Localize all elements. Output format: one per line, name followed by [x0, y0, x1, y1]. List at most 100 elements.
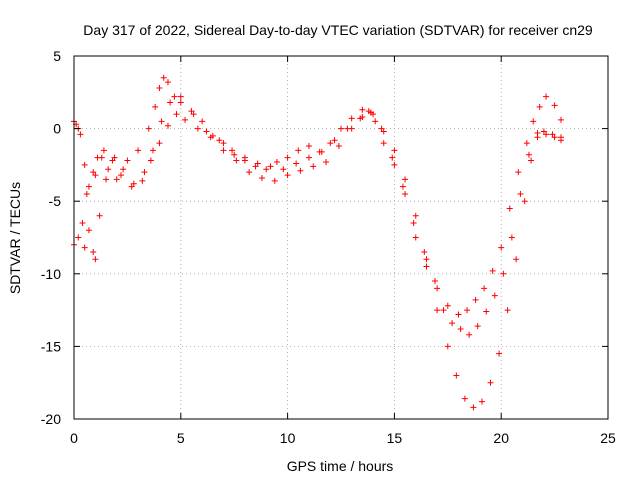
data-point	[79, 219, 86, 226]
data-point	[378, 125, 385, 132]
data-point	[457, 325, 464, 332]
data-point	[90, 169, 97, 176]
data-point	[372, 118, 379, 125]
data-point	[504, 307, 511, 314]
data-point	[523, 140, 530, 147]
data-point	[474, 323, 481, 330]
data-point	[481, 285, 488, 292]
y-tick-label: 0	[53, 121, 61, 137]
data-point	[305, 143, 312, 150]
data-point	[389, 154, 396, 161]
data-point	[367, 109, 374, 116]
data-point	[113, 176, 120, 183]
data-point	[496, 350, 503, 357]
data-point	[327, 140, 334, 147]
data-point	[220, 147, 227, 154]
data-point	[543, 131, 550, 138]
data-point	[199, 118, 206, 125]
data-point	[412, 234, 419, 241]
data-point	[513, 256, 520, 263]
data-point	[130, 180, 137, 187]
data-point	[498, 244, 505, 251]
data-point	[81, 161, 88, 168]
data-point	[203, 128, 210, 135]
data-point	[391, 147, 398, 154]
data-point	[233, 157, 240, 164]
data-point	[515, 169, 522, 176]
data-point	[92, 256, 99, 263]
data-point	[111, 154, 118, 161]
data-point	[254, 160, 261, 167]
data-point	[90, 249, 97, 256]
data-point	[402, 190, 409, 197]
data-point	[190, 111, 197, 118]
y-tick-label: -10	[41, 266, 61, 282]
data-point	[558, 137, 565, 144]
data-point	[81, 244, 88, 251]
x-tick-label: 5	[177, 430, 185, 446]
data-point	[412, 212, 419, 219]
data-point	[344, 125, 351, 132]
data-point	[506, 205, 513, 212]
data-point	[487, 379, 494, 386]
data-point	[171, 93, 178, 100]
data-point	[421, 249, 428, 256]
data-point	[156, 140, 163, 147]
data-point	[75, 234, 82, 241]
data-point	[305, 154, 312, 161]
data-point	[182, 116, 189, 123]
data-point	[124, 157, 131, 164]
x-axis-label: GPS time / hours	[287, 458, 394, 474]
data-point	[94, 154, 101, 161]
data-point	[423, 256, 430, 263]
data-point	[96, 212, 103, 219]
data-point	[85, 227, 92, 234]
data-point	[348, 115, 355, 122]
data-point	[177, 93, 184, 100]
data-point	[83, 190, 90, 197]
data-point	[284, 172, 291, 179]
data-point	[508, 234, 515, 241]
plot-frame	[73, 55, 609, 420]
data-point	[491, 292, 498, 299]
data-point	[440, 307, 447, 314]
data-point	[323, 158, 330, 165]
data-point	[517, 190, 524, 197]
data-point	[453, 372, 460, 379]
data-point	[500, 270, 507, 277]
data-point	[167, 99, 174, 106]
data-point	[391, 161, 398, 168]
y-tick-label: -20	[41, 411, 61, 427]
data-point	[164, 122, 171, 129]
data-point	[359, 106, 366, 113]
series-track-a	[71, 74, 565, 318]
data-point	[207, 134, 214, 141]
data-point	[258, 174, 265, 181]
data-point	[120, 166, 127, 173]
data-point	[194, 125, 201, 132]
data-point	[280, 166, 287, 173]
y-axis-label: SDTVAR / TECUs	[7, 182, 23, 294]
data-point	[483, 308, 490, 315]
data-point	[100, 147, 107, 154]
data-point	[103, 176, 110, 183]
data-point	[528, 157, 535, 164]
y-tick-label: -5	[49, 193, 62, 209]
data-point	[231, 151, 238, 158]
data-point	[152, 103, 159, 110]
data-point	[472, 296, 479, 303]
data-point	[461, 395, 468, 402]
data-point	[449, 320, 456, 327]
data-point	[434, 285, 441, 292]
data-point	[246, 169, 253, 176]
data-point	[117, 172, 124, 179]
axis-ticks: 0 5 10 15 20 25 -20 -15 -10 -5 0 5	[41, 48, 616, 446]
data-point	[444, 343, 451, 350]
chart-title: Day 317 of 2022, Sidereal Day-to-day VTE…	[83, 22, 593, 38]
data-point	[380, 140, 387, 147]
data-point	[410, 219, 417, 226]
x-tick-label: 0	[70, 430, 78, 446]
data-point	[530, 118, 537, 125]
series-track-c	[81, 93, 565, 338]
data-point	[177, 99, 184, 106]
